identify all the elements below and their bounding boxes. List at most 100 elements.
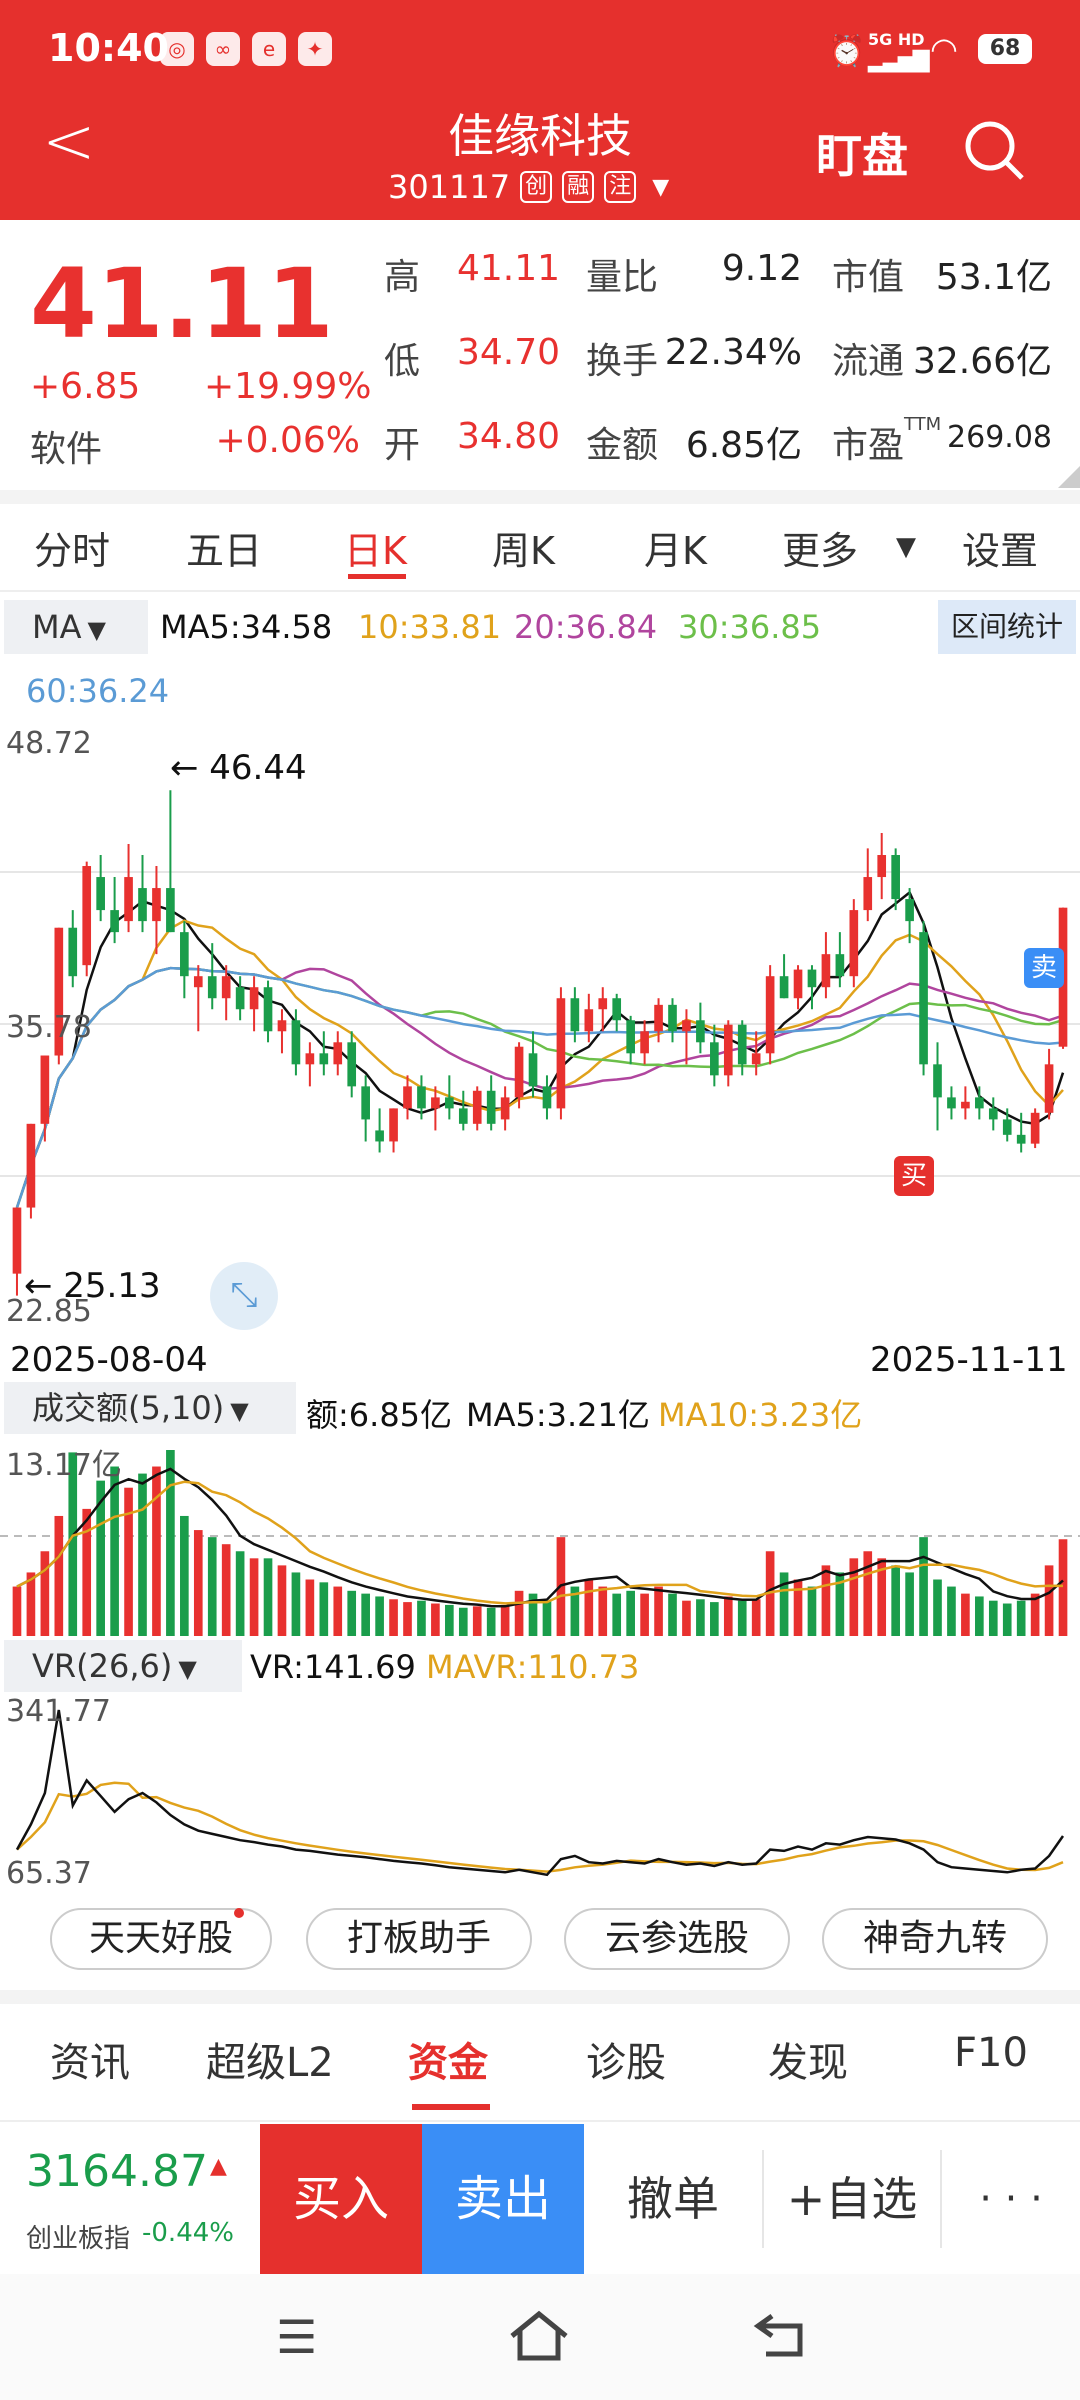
candle [166, 790, 175, 933]
ma-selector[interactable]: MA ▼ [4, 600, 148, 654]
candle [375, 1108, 384, 1153]
vr-selector[interactable]: VR(26,6) ▼ [4, 1640, 242, 1692]
tab-zixun[interactable]: 资讯 [50, 2040, 130, 2086]
candle [180, 921, 189, 999]
volume-bar [988, 1600, 998, 1636]
candle-body [347, 1042, 357, 1087]
candle [152, 866, 161, 955]
volume-bar [542, 1600, 552, 1636]
tool-tiantian-haogu[interactable]: 天天好股 [50, 1908, 272, 1970]
app-notification-icon: ◎ [160, 32, 194, 66]
volume-bar [263, 1558, 273, 1636]
tab-yuek[interactable]: 月K [644, 529, 707, 573]
volume-bar [877, 1558, 887, 1636]
volume-bar [305, 1579, 315, 1636]
sell-button[interactable]: 卖出 [422, 2124, 584, 2274]
kline-min-value: 25.13 [63, 1266, 161, 1306]
candle-body [221, 976, 231, 999]
tab-fenshi[interactable]: 分时 [34, 529, 111, 573]
vr-selector-label: VR(26,6) [32, 1647, 173, 1685]
tab-l2[interactable]: 超级L2 [206, 2040, 334, 2086]
tab-rik[interactable]: 日K [344, 529, 407, 573]
candle [723, 1020, 733, 1087]
ma20-value: 20:36.84 [514, 608, 658, 646]
index-box[interactable]: 3164.87 ▲ 创业板指 -0.44% [0, 2124, 260, 2274]
search-icon[interactable] [962, 118, 1028, 184]
wifi-icon: ◠ [930, 30, 958, 68]
candle [1044, 1048, 1054, 1120]
candle [207, 943, 217, 1010]
expand-corner-icon[interactable] [1058, 466, 1080, 488]
candle-body [570, 998, 580, 1032]
ma10-value: 10:33.81 [358, 608, 502, 646]
candle [110, 877, 119, 944]
volume-bar [152, 1466, 161, 1636]
tab-more[interactable]: 更多 [782, 529, 859, 573]
fullscreen-icon[interactable]: ⤡ [210, 1262, 278, 1330]
volume-bar [584, 1579, 594, 1636]
volume-bar [347, 1590, 357, 1636]
candle-body [835, 954, 845, 977]
candle-body [305, 1053, 315, 1065]
candle [277, 1009, 287, 1054]
badge-rong: 融 [562, 171, 595, 203]
candle-body [263, 987, 273, 1032]
volume-bar [249, 1558, 259, 1636]
volume-bar [807, 1586, 817, 1636]
candle-body [1002, 1119, 1012, 1135]
candle [305, 1042, 315, 1087]
dropdown-icon: ▼ [652, 174, 670, 200]
volume-bar [193, 1530, 203, 1636]
vr-line [15, 1709, 1065, 1877]
alarm-icon: ⏰ [828, 34, 866, 69]
menu-icon[interactable]: ☰ [276, 2310, 318, 2364]
volume-amount: 额:6.85亿 [306, 1396, 453, 1434]
tab-settings[interactable]: 设置 [962, 529, 1039, 573]
volume-bar [180, 1515, 189, 1636]
stock-code-row[interactable]: 301117 创 融 注 ▼ [388, 168, 669, 206]
candle-body [654, 1004, 663, 1032]
volume-selector[interactable]: 成交额(5,10) ▼ [4, 1382, 296, 1434]
tab-zhengu[interactable]: 诊股 [586, 2040, 666, 2086]
candle-body [445, 1097, 454, 1109]
volume-bar [654, 1586, 663, 1636]
kline-chart[interactable] [0, 720, 1080, 1330]
add-watchlist-button[interactable]: +自选 [786, 2172, 918, 2226]
dingpan-button[interactable]: 盯盘 [816, 129, 908, 183]
tab-faxian[interactable]: 发现 [768, 2040, 848, 2086]
candle [458, 1090, 468, 1131]
range-stats-button[interactable]: 区间统计 [938, 600, 1076, 654]
tab-f10[interactable]: F10 [954, 2030, 1028, 2076]
tool-daban-zhushou[interactable]: 打板助手 [306, 1908, 532, 1970]
home-icon[interactable] [506, 2308, 572, 2364]
pe-suffix: TTM [904, 414, 942, 435]
cancel-order-button[interactable]: 撤单 [627, 2172, 719, 2226]
tab-zijin[interactable]: 资金 [408, 2040, 488, 2086]
candle [905, 888, 914, 944]
candle-body [626, 1020, 635, 1054]
back-nav-icon[interactable] [752, 2310, 812, 2360]
tool-shenqi-jiuzhuan[interactable]: 神奇九转 [822, 1908, 1048, 1970]
candle-body [166, 888, 175, 933]
ma-selector-label: MA [32, 608, 82, 646]
price-change: +6.85 [30, 366, 141, 407]
buy-button[interactable]: 买入 [260, 2124, 422, 2274]
candle [737, 1020, 747, 1076]
more-actions-button[interactable]: · · · [979, 2176, 1043, 2222]
volume-chart [0, 1450, 1080, 1636]
candle [682, 1009, 691, 1065]
back-icon[interactable]: < [42, 105, 96, 179]
tab-zhouk[interactable]: 周K [492, 529, 555, 573]
open-label: 开 [384, 425, 421, 466]
tab-wuri[interactable]: 五日 [186, 529, 263, 573]
candle [947, 1086, 956, 1120]
candle [556, 987, 566, 1120]
high-value: 41.11 [456, 248, 560, 289]
sector-name[interactable]: 软件 [30, 429, 103, 470]
candle-body [584, 1009, 594, 1032]
amount-label: 金额 [586, 425, 659, 466]
volume-bar [626, 1590, 635, 1636]
volume-bar [291, 1572, 301, 1636]
volume-bar [737, 1600, 747, 1636]
tool-yuncan-xuangu[interactable]: 云参选股 [564, 1908, 790, 1970]
